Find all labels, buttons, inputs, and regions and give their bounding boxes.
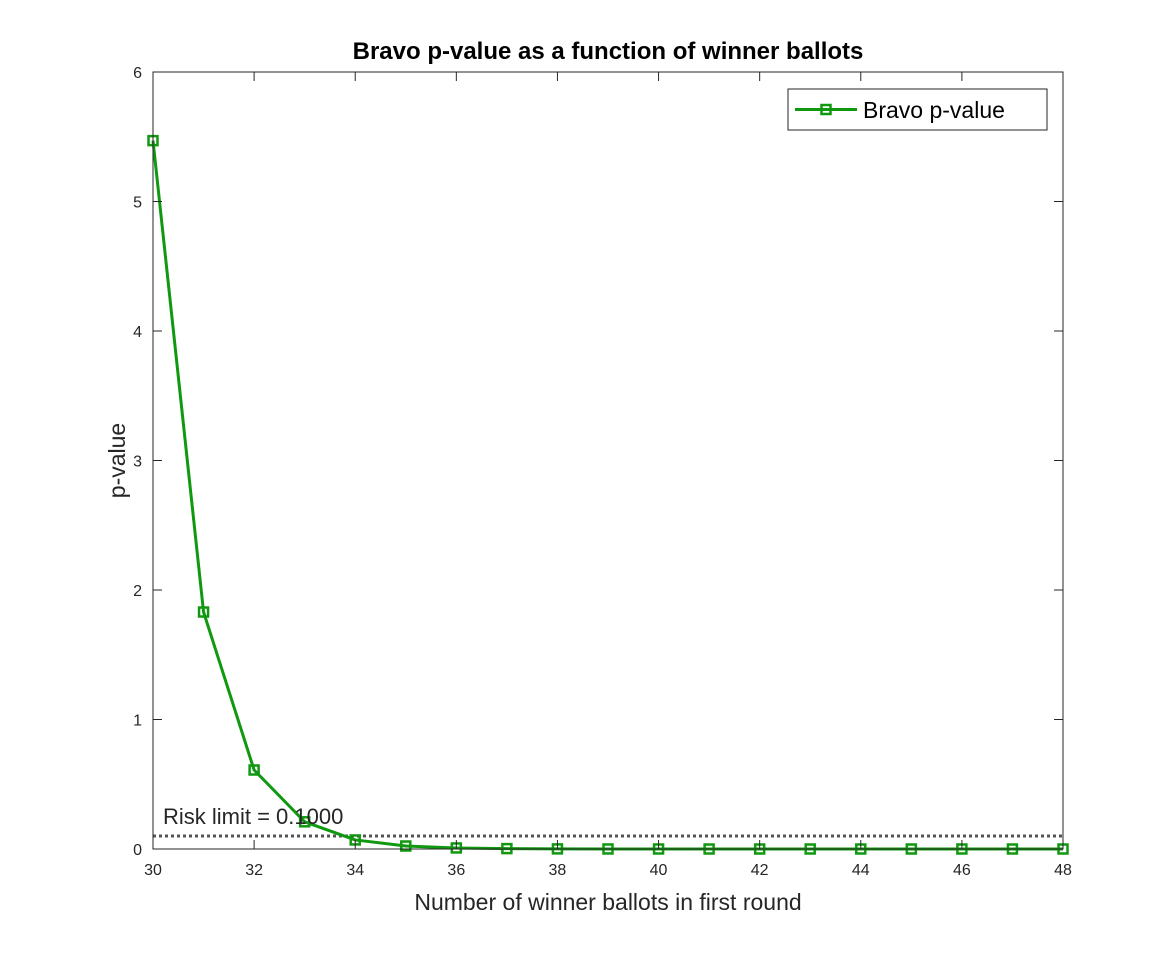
x-tick-label: 44 [852, 862, 870, 879]
x-tick-label: 38 [549, 862, 567, 879]
y-tick-label: 6 [133, 65, 142, 82]
data-point-marker [298, 816, 311, 828]
legend-marker-sample [820, 103, 832, 116]
data-point-marker [248, 764, 260, 776]
x-tick-label: 40 [650, 862, 668, 879]
legend: Bravo p-value [787, 88, 1048, 131]
x-axis-label: Number of winner ballots in first round [414, 889, 801, 915]
x-tick-label: 48 [1054, 862, 1072, 879]
risk-limit-annotation: Risk limit = 0.1000 [163, 804, 343, 829]
x-tick-label: 42 [751, 862, 769, 879]
plot-area [153, 72, 1063, 849]
chart-title: Bravo p-value as a function of winner ba… [353, 38, 864, 65]
y-tick-label: 3 [133, 454, 142, 471]
y-tick-label: 5 [133, 195, 142, 212]
legend-entry: Bravo p-value [863, 97, 1005, 123]
x-tick-label: 46 [953, 862, 971, 879]
data-point-marker [400, 840, 412, 852]
x-tick-label: 34 [346, 862, 364, 879]
y-tick-label: 4 [133, 324, 142, 341]
y-tick-label: 0 [133, 842, 142, 859]
y-tick-label: 1 [133, 713, 142, 730]
data-point-marker [197, 606, 210, 618]
y-axis-label: p-value [104, 423, 130, 498]
x-tick-label: 36 [447, 862, 465, 879]
y-tick-label: 2 [133, 583, 142, 600]
x-tick-label: 32 [245, 862, 263, 879]
x-tick-label: 30 [144, 862, 162, 879]
